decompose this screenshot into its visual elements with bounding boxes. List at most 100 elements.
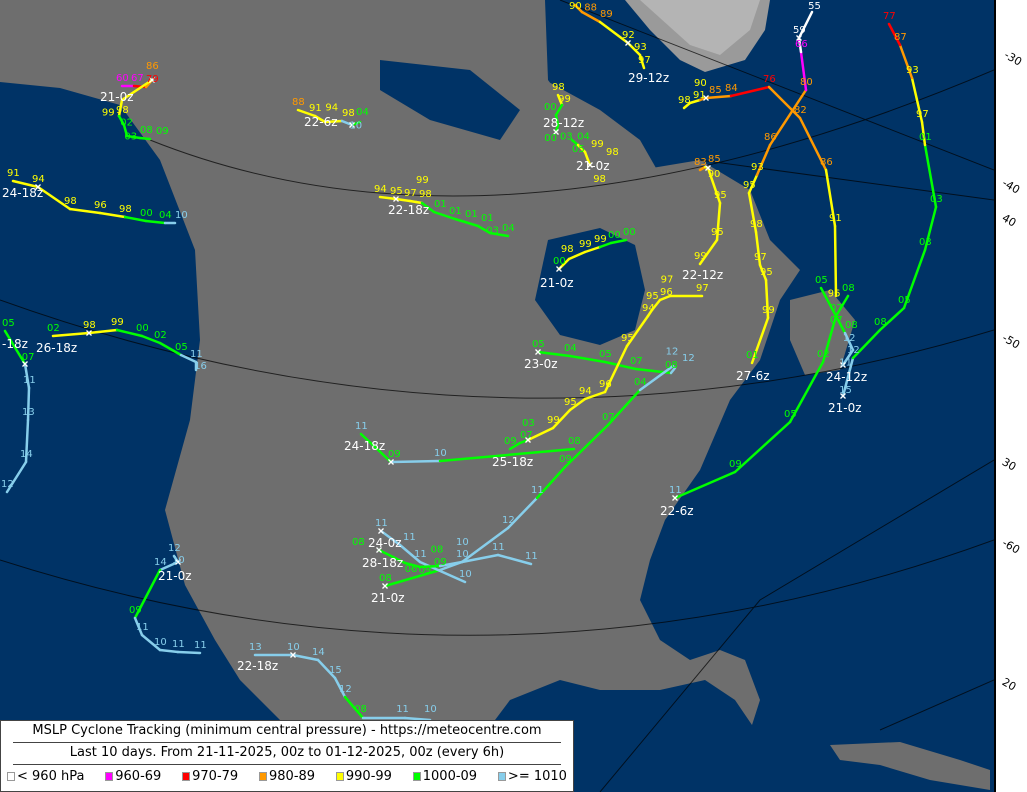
position-marker-icon bbox=[796, 35, 802, 41]
track-segment bbox=[394, 197, 412, 203]
track-time-label: 22-18z bbox=[237, 659, 278, 673]
track-time-label: 22-18z bbox=[388, 203, 429, 217]
pressure-label: 10 bbox=[175, 210, 188, 221]
track-segment bbox=[797, 36, 803, 54]
pressure-label: 09 bbox=[504, 436, 517, 447]
graticule-label: -30 bbox=[1001, 48, 1025, 69]
pressure-label: 98 bbox=[119, 204, 132, 215]
legend-title: MSLP Cyclone Tracking (minimum central p… bbox=[32, 723, 542, 738]
pressure-label: 11 bbox=[414, 549, 427, 560]
pressure-label: 11 bbox=[355, 421, 368, 432]
pressure-label: 91 bbox=[7, 168, 20, 179]
track-time-label: 24-18z bbox=[344, 439, 385, 453]
pressure-label: 98 bbox=[606, 147, 619, 158]
track-segment bbox=[115, 328, 144, 338]
track-time-label: 21-0z bbox=[371, 591, 405, 605]
pressure-label: 07 bbox=[830, 303, 843, 314]
pressure-label: 80 bbox=[800, 77, 813, 88]
pressure-label: 86 bbox=[146, 61, 159, 72]
track-time-label: 21-0z bbox=[828, 401, 862, 415]
track-segment bbox=[554, 113, 560, 127]
graticule-label: 20 bbox=[999, 675, 1019, 694]
pressure-label: 10 bbox=[456, 549, 469, 560]
pressure-label: 98 bbox=[750, 219, 763, 230]
track-segment bbox=[536, 350, 572, 358]
pressure-label: 07 bbox=[520, 430, 533, 441]
pressure-label: 12 bbox=[1, 479, 14, 490]
pressure-label: 09 bbox=[729, 459, 742, 470]
north-america-landmass bbox=[0, 0, 800, 792]
track-segment bbox=[51, 331, 91, 338]
pressure-label: 12 bbox=[168, 543, 181, 554]
pressure-label: 93 bbox=[751, 162, 764, 173]
pressure-label: 10 bbox=[154, 637, 167, 648]
track-segment bbox=[598, 20, 630, 45]
pressure-label: 88 bbox=[292, 97, 305, 108]
track-segment bbox=[583, 150, 590, 162]
track-segment bbox=[843, 331, 855, 352]
cyclone-track bbox=[359, 432, 576, 465]
track-segment bbox=[506, 496, 539, 530]
track-segment bbox=[463, 220, 480, 228]
pressure-label: 88 bbox=[584, 2, 597, 13]
track-segment bbox=[583, 245, 602, 254]
legend-item: >= 1010 bbox=[497, 769, 567, 784]
arctic-channels bbox=[380, 60, 520, 140]
position-marker-icon bbox=[149, 77, 155, 83]
pressure-label: 66 bbox=[795, 39, 808, 50]
pressure-label: 98 bbox=[64, 196, 77, 207]
pressure-label: 03 bbox=[560, 131, 573, 142]
track-time-label: 24-12z bbox=[826, 370, 867, 384]
pressure-label: 99 bbox=[594, 234, 607, 245]
cyclone-track bbox=[253, 652, 432, 722]
legend-label: 970-79 bbox=[192, 769, 239, 784]
graticule-line bbox=[0, 539, 994, 636]
track-segment bbox=[313, 114, 327, 124]
pressure-label: 00 bbox=[544, 102, 557, 113]
track-segment bbox=[460, 553, 500, 564]
cyclone-track bbox=[573, 3, 646, 70]
track-segment bbox=[851, 328, 882, 360]
track-time-label: 24-0z bbox=[368, 536, 402, 550]
pressure-label: 77 bbox=[883, 11, 896, 22]
pressure-label: 05 bbox=[784, 409, 797, 420]
pressure-label: 99 bbox=[591, 139, 604, 150]
track-segment bbox=[606, 388, 642, 427]
cyclone-track bbox=[698, 165, 722, 266]
legend-item: 1000-09 bbox=[412, 769, 477, 784]
cyclone-track bbox=[51, 328, 198, 372]
pressure-label: 94 bbox=[325, 103, 338, 114]
pressure-label: 08 bbox=[354, 704, 367, 715]
graticule-label: -50 bbox=[999, 331, 1023, 352]
pressure-label: 93 bbox=[634, 42, 647, 53]
pressure-label: 87 bbox=[894, 32, 907, 43]
pressure-label: 98 bbox=[561, 244, 574, 255]
legend-swatch bbox=[259, 772, 268, 781]
track-segment bbox=[568, 397, 587, 412]
track-segment bbox=[799, 50, 808, 92]
cyclone-track bbox=[553, 93, 564, 135]
position-marker-icon bbox=[535, 349, 541, 355]
pressure-label: 98 bbox=[552, 82, 565, 93]
track-segment bbox=[733, 420, 792, 474]
legend-swatch bbox=[497, 772, 506, 781]
pressure-label: 05 bbox=[532, 339, 545, 350]
pressure-label: 79 bbox=[146, 74, 159, 85]
position-marker-icon bbox=[86, 330, 92, 336]
pressure-label: 11 bbox=[839, 358, 852, 369]
track-segment bbox=[340, 119, 354, 127]
track-segment bbox=[98, 211, 127, 219]
track-segment bbox=[68, 207, 102, 215]
graticule-line bbox=[149, 69, 994, 197]
position-marker-icon bbox=[705, 165, 711, 171]
pressure-label: 07 bbox=[630, 356, 643, 367]
track-segment bbox=[333, 676, 347, 699]
track-segment bbox=[650, 298, 662, 312]
graticule-line bbox=[879, 679, 994, 731]
pressure-label: 98 bbox=[678, 95, 691, 106]
cyclone-track bbox=[508, 294, 704, 451]
pressure-label: 11 bbox=[172, 639, 185, 650]
pressure-label: 12 bbox=[682, 353, 695, 364]
map-margin: -30 -40 40 -50 30 -60 20 bbox=[994, 0, 1027, 792]
pressure-label: 08 bbox=[568, 436, 581, 447]
